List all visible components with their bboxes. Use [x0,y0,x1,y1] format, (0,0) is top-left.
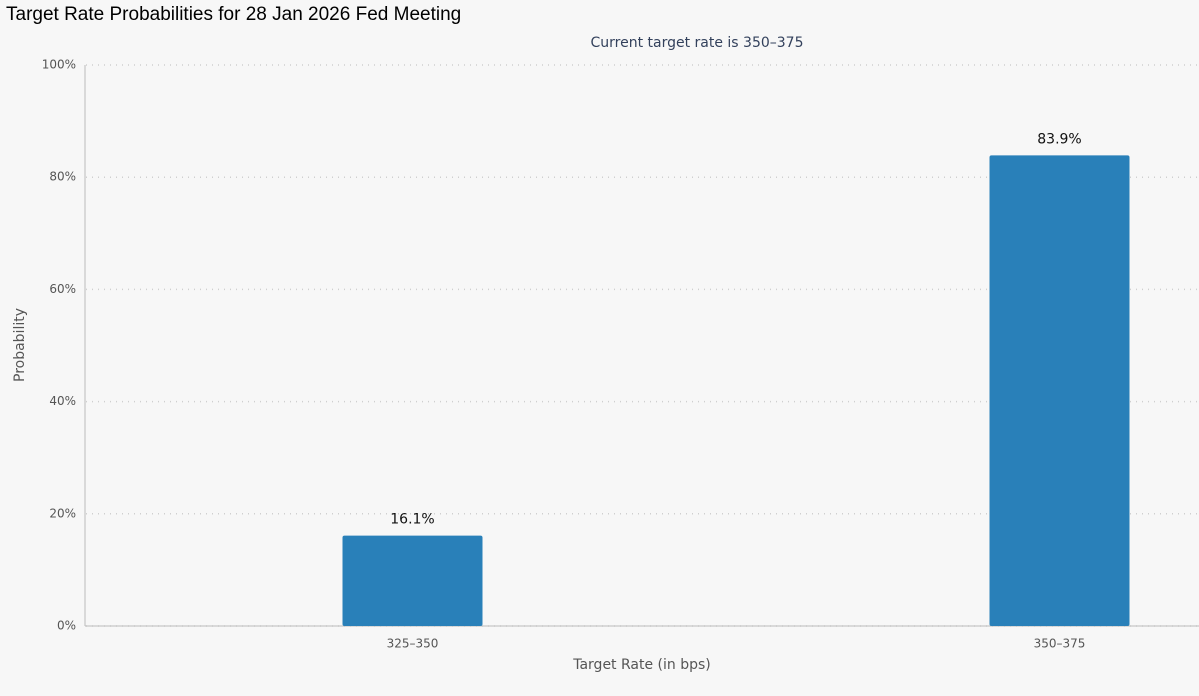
x-tick-label: 350–375 [1034,637,1086,651]
y-tick-label: 100% [42,58,76,72]
value-label: 83.9% [1037,131,1081,147]
value-label: 16.1% [390,512,434,528]
chart-title: Target Rate Probabilities for 28 Jan 202… [6,4,461,25]
bar [342,535,483,626]
y-tick-label: 20% [49,506,76,520]
y-tick-label: 60% [49,282,76,296]
x-axis-label: Target Rate (in bps) [572,657,711,673]
y-tick-label: 0% [57,619,76,633]
x-tick-label: 325–350 [387,637,439,651]
y-axis-label: Probability [12,308,28,382]
y-tick-label: 40% [49,394,76,408]
bar [989,155,1130,627]
chart-subtitle: Current target rate is 350–375 [590,35,803,51]
y-tick-label: 80% [49,170,76,184]
